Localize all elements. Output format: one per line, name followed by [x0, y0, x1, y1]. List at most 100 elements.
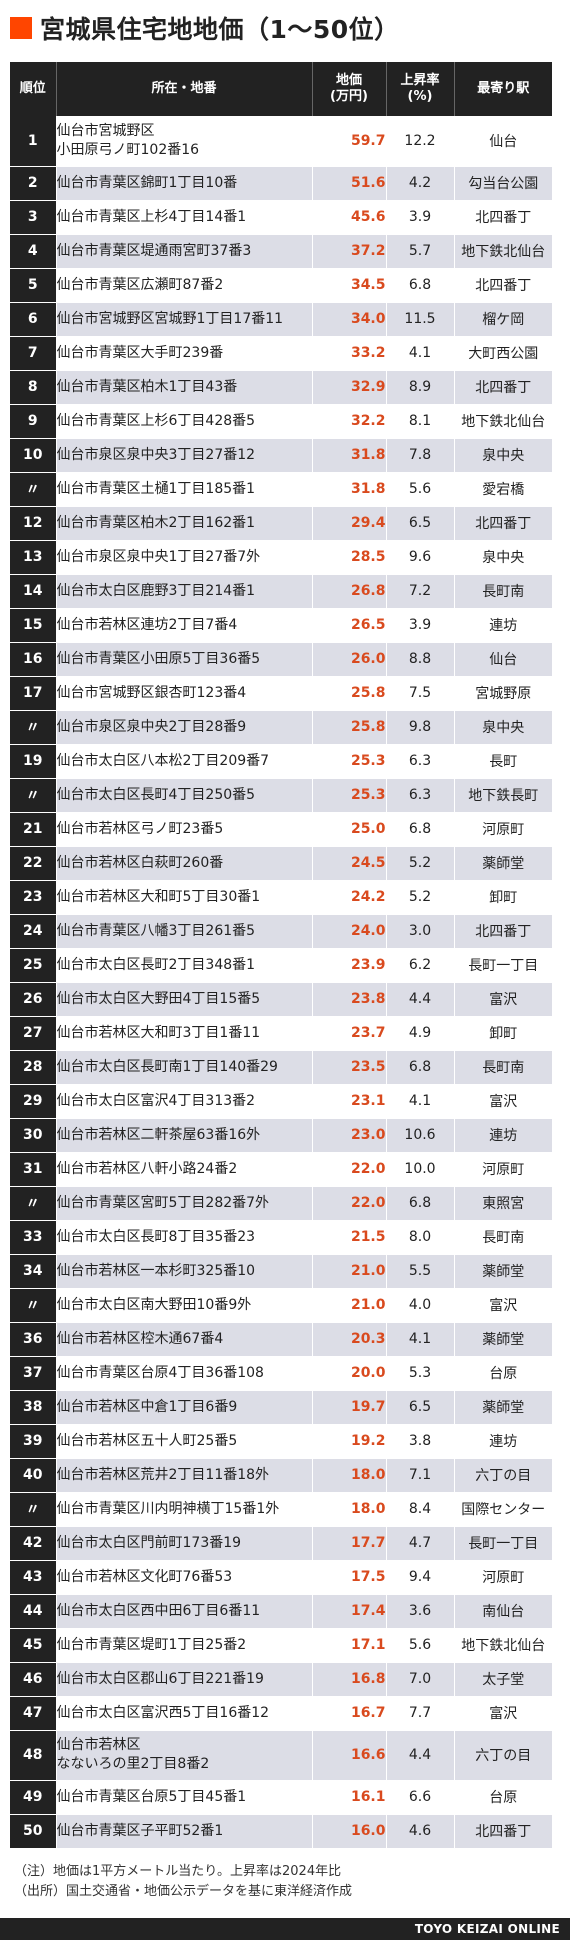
- address-line: なないろの里2丁目8番2: [56, 1756, 210, 1772]
- address-line: 仙台市青葉区上杉6丁目428番5: [56, 412, 256, 429]
- address-line: 仙台市泉区泉中央3丁目27番12: [56, 446, 256, 463]
- address-line: 仙台市太白区鹿野3丁目214番1: [56, 582, 256, 599]
- address-line: 仙台市太白区郡山6丁目221番19: [56, 1670, 264, 1687]
- rank-cell: 26: [10, 982, 57, 1017]
- price-cell: 21.0: [312, 1254, 387, 1289]
- address-line: 仙台市青葉区堤通雨宮町37番3: [56, 242, 252, 259]
- address-line: 仙台市青葉区小田原5丁目36番5: [56, 650, 261, 667]
- rate-cell: 6.8: [386, 812, 455, 847]
- address-line: 仙台市青葉区台原4丁目36番108: [56, 1364, 264, 1381]
- price-cell: 31.8: [312, 438, 387, 473]
- rate-cell: 6.6: [386, 1780, 455, 1815]
- rate-cell: 4.1: [386, 1322, 455, 1357]
- station-cell: 地下鉄長町: [454, 778, 552, 813]
- price-cell: 17.7: [312, 1526, 387, 1561]
- rate-cell: 4.7: [386, 1526, 455, 1561]
- rank-cell: 5: [10, 268, 57, 303]
- price-cell: 23.8: [312, 982, 387, 1017]
- rank-cell: 19: [10, 744, 57, 779]
- price-cell: 20.0: [312, 1356, 387, 1391]
- table-row: 7 仙台市青葉区大手町239番 33.2 4.1 大町西公園: [10, 336, 552, 371]
- station-cell: 東照宮: [454, 1186, 552, 1221]
- table-row: 39 仙台市若林区五十人町25番5 19.2 3.8 連坊: [10, 1424, 552, 1459]
- station-cell: 長町一丁目: [454, 1526, 552, 1561]
- rank-cell: 40: [10, 1458, 57, 1493]
- address-cell: 仙台市太白区南大野田10番9外: [56, 1288, 313, 1323]
- header-rate-unit: (%): [407, 89, 433, 104]
- rate-cell: 8.1: [386, 404, 455, 439]
- address-cell: 仙台市若林区八軒小路24番2: [56, 1152, 313, 1187]
- rate-cell: 6.5: [386, 1390, 455, 1425]
- rank-cell: 29: [10, 1084, 57, 1119]
- rate-cell: 5.6: [386, 472, 455, 507]
- price-cell: 17.4: [312, 1594, 387, 1629]
- table-row: 42 仙台市太白区門前町173番19 17.7 4.7 長町一丁目: [10, 1526, 552, 1561]
- address-line: 仙台市泉区泉中央1丁目27番7外: [56, 548, 261, 565]
- station-cell: 長町: [454, 744, 552, 779]
- address-line: 仙台市太白区長町南1丁目140番29: [56, 1058, 278, 1075]
- rate-cell: 4.9: [386, 1016, 455, 1051]
- rate-cell: 3.6: [386, 1594, 455, 1629]
- address-cell: 仙台市太白区長町2丁目348番1: [56, 948, 313, 983]
- table-row: 6 仙台市宮城野区宮城野1丁目17番11 34.0 11.5 榴ケ岡: [10, 302, 552, 337]
- address-cell: 仙台市宮城野区宮城野1丁目17番11: [56, 302, 313, 337]
- address-line: 仙台市若林区荒井2丁目11番18外: [56, 1466, 270, 1483]
- address-line: 仙台市若林区二軒茶屋63番16外: [56, 1126, 261, 1143]
- rate-cell: 3.8: [386, 1424, 455, 1459]
- price-cell: 29.4: [312, 506, 387, 541]
- rank-cell: 15: [10, 608, 57, 643]
- price-cell: 22.0: [312, 1152, 387, 1187]
- address-cell: 仙台市青葉区上杉6丁目428番5: [56, 404, 313, 439]
- address-cell: 仙台市青葉区台原5丁目45番1: [56, 1780, 313, 1815]
- rate-cell: 4.0: [386, 1288, 455, 1323]
- price-cell: 21.5: [312, 1220, 387, 1255]
- address-line: 仙台市太白区南大野田10番9外: [56, 1296, 252, 1313]
- price-cell: 59.7: [312, 116, 387, 167]
- address-line: 仙台市若林区大和町5丁目30番1: [56, 888, 261, 905]
- station-cell: 地下鉄北仙台: [454, 1628, 552, 1663]
- address-cell: 仙台市青葉区小田原5丁目36番5: [56, 642, 313, 677]
- address-cell: 仙台市若林区弓ノ町23番5: [56, 812, 313, 847]
- price-cell: 34.5: [312, 268, 387, 303]
- address-line: 仙台市青葉区土樋1丁目185番1: [56, 480, 256, 497]
- station-cell: 長町南: [454, 574, 552, 609]
- table-row: 21 仙台市若林区弓ノ町23番5 25.0 6.8 河原町: [10, 812, 552, 847]
- rank-cell: 47: [10, 1696, 57, 1731]
- address-cell: 仙台市太白区長町4丁目250番5: [56, 778, 313, 813]
- price-cell: 25.8: [312, 710, 387, 745]
- station-cell: 薬師堂: [454, 1322, 552, 1357]
- station-cell: 勾当台公園: [454, 166, 552, 201]
- price-cell: 23.1: [312, 1084, 387, 1119]
- rate-cell: 6.5: [386, 506, 455, 541]
- rate-cell: 4.4: [386, 1730, 455, 1781]
- address-line: 仙台市若林区白萩町260番: [56, 854, 224, 871]
- address-line: 仙台市若林区: [56, 1737, 141, 1753]
- station-cell: 北四番丁: [454, 200, 552, 235]
- price-cell: 21.0: [312, 1288, 387, 1323]
- address-cell: 仙台市青葉区柏木2丁目162番1: [56, 506, 313, 541]
- address-cell: 仙台市泉区泉中央3丁目27番12: [56, 438, 313, 473]
- station-cell: 薬師堂: [454, 846, 552, 881]
- address-cell: 仙台市若林区大和町5丁目30番1: [56, 880, 313, 915]
- rate-cell: 6.8: [386, 268, 455, 303]
- rate-cell: 7.5: [386, 676, 455, 711]
- address-cell: 仙台市太白区富沢4丁目313番2: [56, 1084, 313, 1119]
- price-cell: 34.0: [312, 302, 387, 337]
- price-cell: 16.7: [312, 1696, 387, 1731]
- price-cell: 31.8: [312, 472, 387, 507]
- rank-cell: 13: [10, 540, 57, 575]
- station-cell: 卸町: [454, 1016, 552, 1051]
- station-cell: 北四番丁: [454, 1814, 552, 1849]
- address-cell: 仙台市青葉区子平町52番1: [56, 1814, 313, 1849]
- address-line: 仙台市若林区中倉1丁目6番9: [56, 1398, 238, 1415]
- address-line: 仙台市宮城野区宮城野1丁目17番11: [56, 310, 284, 327]
- rate-cell: 6.8: [386, 1050, 455, 1085]
- address-cell: 仙台市青葉区川内明神横丁15番1外: [56, 1492, 313, 1527]
- rate-cell: 7.1: [386, 1458, 455, 1493]
- table-row: 26 仙台市太白区大野田4丁目15番5 23.8 4.4 富沢: [10, 982, 552, 1017]
- table-row: 22 仙台市若林区白萩町260番 24.5 5.2 薬師堂: [10, 846, 552, 881]
- rate-cell: 5.2: [386, 846, 455, 881]
- rank-cell: 〃: [10, 778, 57, 813]
- station-cell: 卸町: [454, 880, 552, 915]
- station-cell: 地下鉄北仙台: [454, 404, 552, 439]
